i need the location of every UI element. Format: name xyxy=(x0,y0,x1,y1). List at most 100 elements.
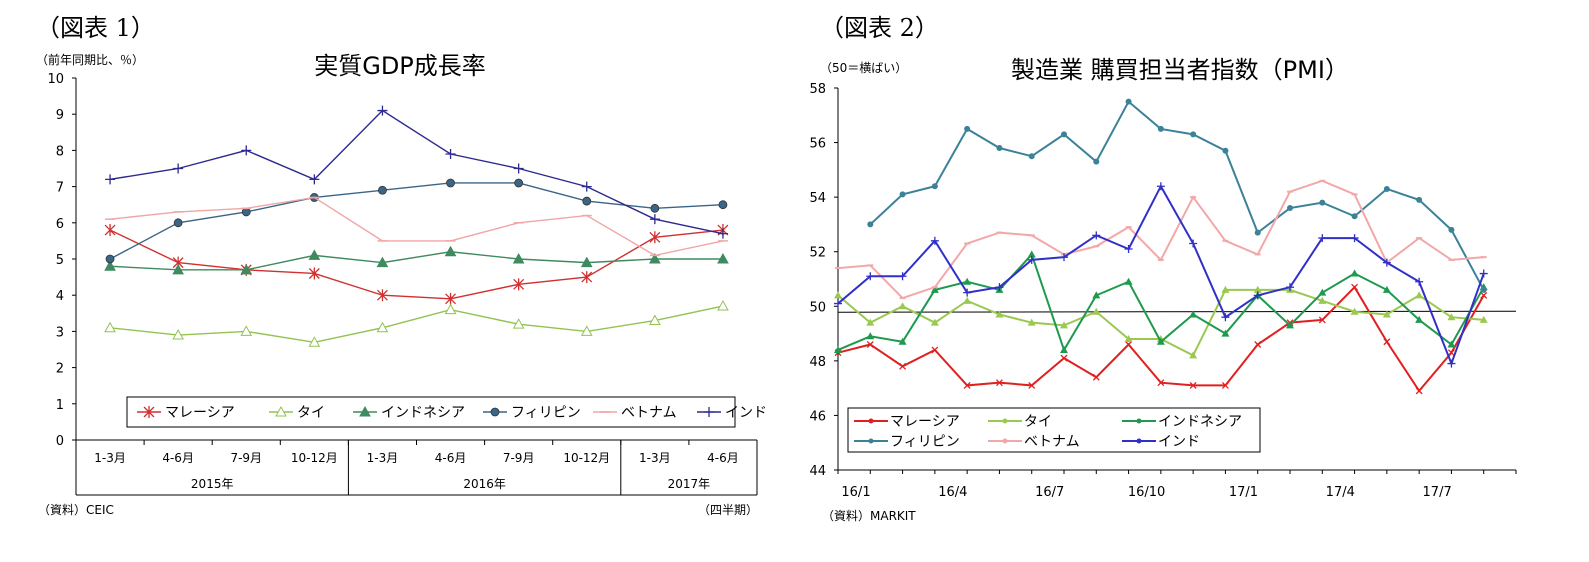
fig1-legend-label: ベトナム xyxy=(621,405,677,421)
fig1-x-tick-label: 1-3月 xyxy=(367,451,399,465)
fig2-data-point xyxy=(930,318,939,326)
fig2-y-tick-label: 50 xyxy=(809,300,826,315)
fig1-legend-marker xyxy=(275,405,287,417)
fig1-year-label: 2017年 xyxy=(668,477,711,491)
fig2-data-point xyxy=(1447,349,1455,357)
fig1-x-tick-label: 4-6月 xyxy=(162,451,194,465)
fig1-legend-label: インド xyxy=(725,405,767,421)
fig2-data-point xyxy=(1415,387,1423,395)
figure2-plot: 44 46 48 50 52 54 56 58 16/1 16/4 16/7 16/10 17/1 17/… xyxy=(809,82,1517,500)
fig2-data-point xyxy=(931,346,939,354)
fig1-data-point xyxy=(513,163,524,174)
fig2-data-point xyxy=(1221,381,1229,389)
fig2-data-point xyxy=(1124,335,1133,343)
fig1-x-tick-label: 4-6月 xyxy=(707,451,739,465)
fig2-legend xyxy=(847,407,1261,453)
fig2-data-point xyxy=(963,381,971,389)
fig2-data-point xyxy=(1351,283,1359,291)
fig2-data-point xyxy=(1287,205,1293,212)
fig2-data-point xyxy=(1286,283,1294,292)
fig2-data-point xyxy=(834,345,842,353)
fig1-data-point xyxy=(105,174,116,185)
fig1-x-tick-label: 7-9月 xyxy=(230,451,262,465)
fig2-data-point xyxy=(1189,351,1198,359)
fig2-data-point xyxy=(1027,318,1036,326)
fig2-x-tick-label: 16/1 xyxy=(841,485,870,500)
fig1-x-tick-label: 1-3月 xyxy=(639,451,671,465)
fig2-data-point xyxy=(1221,285,1230,293)
fig2-data-point xyxy=(866,332,875,340)
fig2-data-point xyxy=(1092,373,1100,381)
fig2-data-point xyxy=(1448,226,1455,233)
fig1-x-tick-label: 10-12月 xyxy=(563,451,610,465)
fig1-data-point xyxy=(172,328,184,340)
fig2-data-point xyxy=(899,191,906,198)
fig1-data-point xyxy=(240,325,253,336)
fig1-y-tick-label: 4 xyxy=(56,289,64,304)
fig2-data-point xyxy=(1382,285,1391,293)
fig2-data-point xyxy=(1157,125,1164,132)
fig2-data-point xyxy=(1156,337,1165,345)
fig1-data-point xyxy=(446,178,455,188)
fig1-data-point xyxy=(514,178,524,188)
fig1-data-point xyxy=(649,231,661,244)
fig2-legend-label: インド xyxy=(1158,434,1200,450)
figure1-source: （資料）CEIC xyxy=(38,503,114,517)
fig2-data-point xyxy=(1125,341,1133,348)
fig1-y-tick-label: 5 xyxy=(56,253,64,268)
fig2-legend-marker xyxy=(868,418,874,424)
fig2-data-point xyxy=(1125,98,1132,105)
fig1-data-point xyxy=(104,321,116,333)
fig1-data-point xyxy=(376,321,389,333)
fig2-data-point xyxy=(1447,359,1456,368)
fig1-data-point xyxy=(512,252,525,264)
fig2-data-point xyxy=(866,341,874,348)
fig1-data-point xyxy=(173,163,184,174)
fig2-data-point xyxy=(995,283,1004,292)
fig1-legend xyxy=(126,396,736,428)
fig2-data-point xyxy=(1189,310,1198,318)
fig2-y-tick-label: 44 xyxy=(809,464,826,479)
fig2-legend-marker xyxy=(1002,418,1008,424)
fig2-data-point xyxy=(1318,288,1327,296)
fig2-y-tick-label: 48 xyxy=(809,355,826,370)
fig2-data-point xyxy=(1415,277,1424,286)
fig2-data-point xyxy=(1415,291,1424,299)
fig2-data-point xyxy=(1028,153,1035,160)
fig2-data-point xyxy=(1350,307,1359,315)
fig1-x-tick-label: 7-9月 xyxy=(503,451,535,465)
fig2-x-tick-label: 17/1 xyxy=(1229,485,1258,500)
fig2-x-tick-label: 16/10 xyxy=(1128,485,1165,500)
figure2-unit: （50＝横ばい） xyxy=(820,61,907,75)
fig2-series-line xyxy=(869,100,1485,291)
fig1-x-tick-label: 1-3月 xyxy=(94,451,126,465)
fig2-data-point xyxy=(930,285,939,293)
fig1-data-point xyxy=(173,218,183,228)
fig2-data-point xyxy=(1124,277,1133,285)
fig2-legend-marker xyxy=(1136,418,1142,424)
fig1-data-point xyxy=(378,185,387,195)
fig2-reference-line xyxy=(837,310,1517,313)
fig2-data-point xyxy=(898,272,907,281)
fig2-data-point xyxy=(1318,234,1327,243)
fig2-data-point xyxy=(995,379,1003,387)
fig1-series-line xyxy=(110,251,723,271)
fig1-data-point xyxy=(581,271,593,284)
fig1-year-label: 2016年 xyxy=(463,477,506,491)
fig2-data-point xyxy=(931,183,938,190)
fig2-legend-label: マレーシア xyxy=(890,414,960,430)
fig2-data-point xyxy=(1350,234,1359,243)
fig1-data-point xyxy=(444,245,457,257)
fig2-data-point xyxy=(1254,341,1262,348)
fig2-x-tick-label: 17/4 xyxy=(1326,485,1355,500)
fig1-legend-label: マレーシア xyxy=(165,405,235,421)
fig1-data-point xyxy=(513,278,525,291)
fig2-data-point xyxy=(1383,338,1391,346)
fig2-data-point xyxy=(1189,381,1197,389)
fig1-year-label: 2015年 xyxy=(191,477,234,491)
fig2-data-point xyxy=(1060,253,1068,262)
fig2-data-point xyxy=(1124,244,1133,253)
fig2-y-tick-label: 58 xyxy=(809,82,826,97)
fig2-data-point xyxy=(1027,250,1036,258)
fig1-y-tick-label: 9 xyxy=(56,108,64,123)
